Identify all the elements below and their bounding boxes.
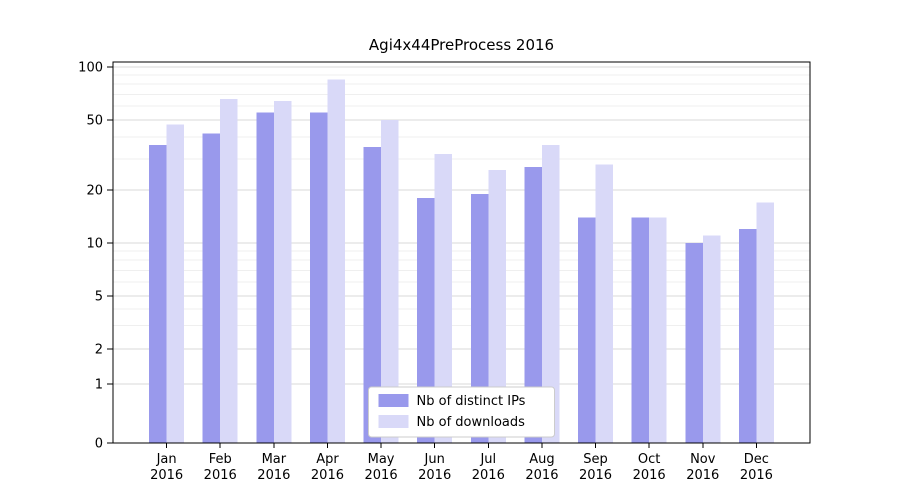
x-tick-label-month: Mar <box>262 452 287 467</box>
bar-downloads-jun <box>434 154 453 443</box>
y-tick-label: 0 <box>95 437 103 452</box>
bar-downloads-may <box>381 120 399 443</box>
chart-title: Agi4x44PreProcess 2016 <box>368 36 555 54</box>
x-tick-label-month: Sep <box>583 452 608 467</box>
x-tick-label-year: 2016 <box>311 468 344 483</box>
x-tick-label-month: Apr <box>316 452 339 467</box>
bar-distinct-ips-nov <box>685 243 703 443</box>
bar-downloads-aug <box>541 145 560 443</box>
bar-downloads-jan <box>166 124 185 444</box>
y-tick-label: 50 <box>86 114 103 129</box>
y-tick-label: 5 <box>95 290 103 305</box>
x-tick-label-year: 2016 <box>204 468 237 483</box>
x-tick-label-month: Jul <box>479 452 496 467</box>
bar-downloads-mar <box>273 101 292 443</box>
x-tick-label-month: Jan <box>156 452 177 467</box>
x-tick-label-month: Nov <box>690 452 716 467</box>
x-tick-label-year: 2016 <box>257 468 290 483</box>
x-tick-label-year: 2016 <box>525 468 558 483</box>
x-tick-label-month: May <box>368 452 395 467</box>
bar-distinct-ips-oct <box>631 217 650 443</box>
legend-label-distinct-ips: Nb of distinct IPs <box>417 394 526 409</box>
bar-downloads-dec <box>756 202 774 443</box>
bar-distinct-ips-apr <box>309 112 328 443</box>
y-tick-label: 1 <box>95 378 103 393</box>
x-tick-label-year: 2016 <box>579 468 612 483</box>
bar-distinct-ips-feb <box>202 133 221 444</box>
bar-distinct-ips-jul <box>470 193 489 443</box>
legend-box <box>368 386 555 438</box>
y-tick-label: 2 <box>95 343 103 358</box>
bar-downloads-sep <box>595 164 614 443</box>
x-tick-label-month: Oct <box>638 452 660 467</box>
x-tick-label-year: 2016 <box>633 468 666 483</box>
x-tick-label-year: 2016 <box>150 468 183 483</box>
y-tick-label: 100 <box>78 61 103 76</box>
legend-swatch-distinct-ips <box>378 394 409 407</box>
plot-border <box>112 61 811 444</box>
x-tick-label-year: 2016 <box>365 468 398 483</box>
x-tick-label-month: Dec <box>744 452 769 467</box>
y-tick-label: 10 <box>86 237 103 252</box>
x-tick-label-year: 2016 <box>472 468 505 483</box>
bar-downloads-apr <box>327 79 345 443</box>
bar-downloads-feb <box>220 98 238 444</box>
bar-distinct-ips-mar <box>256 112 274 443</box>
bar-downloads-nov <box>702 235 721 443</box>
x-tick-label-year: 2016 <box>686 468 719 483</box>
bar-distinct-ips-aug <box>524 167 542 443</box>
x-tick-label-month: Feb <box>209 452 232 467</box>
legend-swatch-downloads <box>378 415 409 428</box>
bar-distinct-ips-may <box>363 147 382 443</box>
legend-label-downloads: Nb of downloads <box>417 415 526 430</box>
x-tick-label-month: Aug <box>529 452 554 467</box>
y-tick-label: 20 <box>86 184 103 199</box>
bar-downloads-oct <box>649 217 667 443</box>
bar-distinct-ips-dec <box>738 229 757 443</box>
bar-downloads-jul <box>488 169 506 443</box>
bar-distinct-ips-jan <box>149 145 167 443</box>
x-tick-label-year: 2016 <box>418 468 451 483</box>
bar-distinct-ips-sep <box>578 217 596 443</box>
bar-distinct-ips-jun <box>417 198 435 443</box>
x-tick-label-month: Jun <box>424 452 445 467</box>
x-tick-label-year: 2016 <box>740 468 773 483</box>
